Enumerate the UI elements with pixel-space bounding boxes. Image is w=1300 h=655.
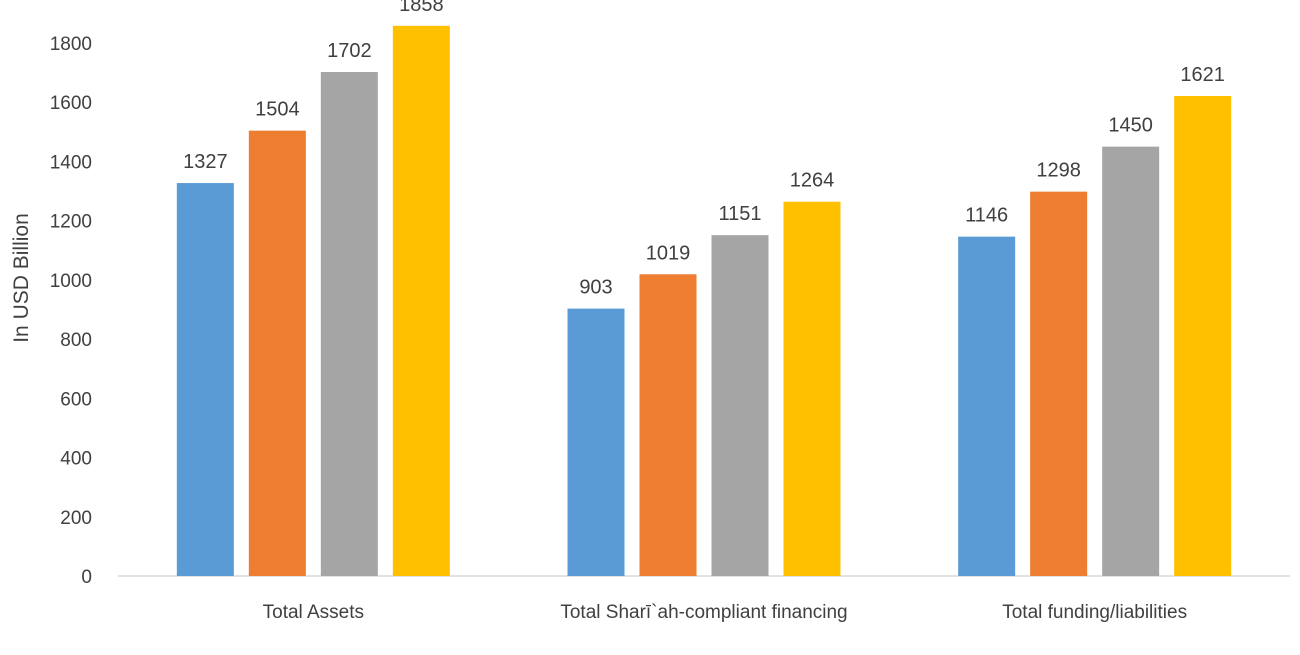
y-tick-label: 1200: [50, 212, 92, 233]
bars-group: [176, 25, 1232, 577]
x-category-label: Total funding/liabilities: [1002, 602, 1187, 623]
bar-data-label: 1621: [1180, 64, 1225, 86]
bar: [958, 236, 1016, 576]
bar-data-label: 1858: [399, 0, 444, 16]
bar: [711, 235, 769, 576]
y-tick-label: 1400: [50, 152, 92, 173]
bar: [1102, 146, 1160, 576]
y-tick-label: 1600: [50, 93, 92, 114]
bar-data-label: 1298: [1036, 160, 1081, 182]
y-tick-label: 400: [60, 449, 92, 470]
bar: [1174, 96, 1232, 576]
bar-data-label: 1146: [965, 205, 1008, 227]
bar: [320, 72, 378, 576]
bar-data-label: 1327: [183, 151, 228, 173]
x-category-label: Total Assets: [263, 602, 364, 623]
y-tick-label: 600: [60, 389, 92, 410]
bar: [567, 308, 625, 576]
y-tick-label: 0: [81, 567, 92, 588]
bar-data-label: 903: [579, 277, 612, 299]
y-tick-label: 800: [60, 330, 92, 351]
bar: [176, 183, 234, 577]
bar: [783, 201, 841, 576]
bar: [1030, 191, 1088, 577]
y-tick-label: 1800: [50, 34, 92, 55]
x-category-label: Total Sharī`ah-compliant financing: [560, 602, 847, 623]
bar-data-label: 1019: [646, 242, 691, 264]
y-tick-label: 1000: [50, 271, 92, 292]
bar-data-label: 1264: [790, 170, 835, 192]
bar-data-label: 1450: [1108, 115, 1153, 137]
bar: [248, 130, 306, 576]
bar-data-label: 1504: [255, 99, 300, 121]
y-tick-labels: 0 200 400 600 800 1000 1200 1400 1600 1800: [50, 34, 92, 588]
data-labels: 1327 1504 1702 1858 903 1019 1151 1264 1146 1298 1…: [183, 0, 1225, 299]
bar-data-label: 1151: [718, 203, 761, 225]
bar: [639, 274, 697, 576]
category-labels: Total Assets Total Sharī`ah-compliant fin…: [263, 602, 1187, 623]
bar: [392, 25, 450, 576]
y-axis-title: In USD Billion: [10, 213, 33, 343]
y-tick-label: 200: [60, 508, 92, 529]
bar-data-label: 1702: [327, 40, 372, 62]
